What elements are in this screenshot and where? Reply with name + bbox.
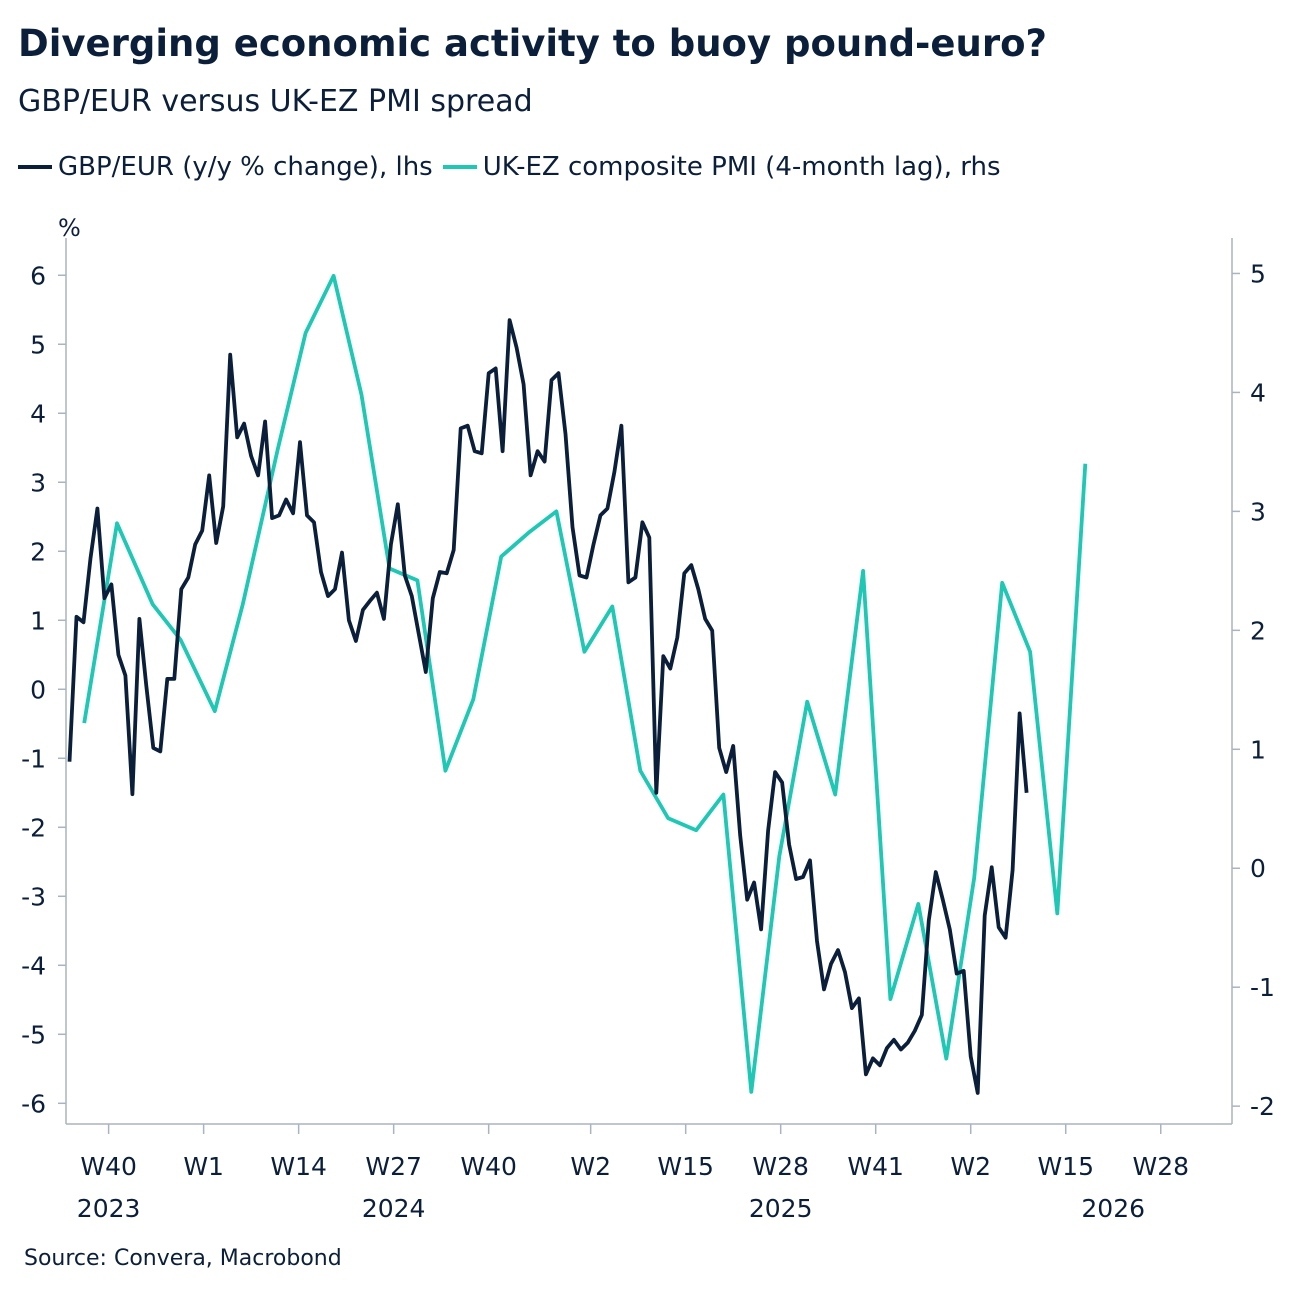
x-tick-label: W1 — [183, 1152, 224, 1181]
chart-title: Diverging economic activity to buoy poun… — [18, 22, 1047, 65]
legend-label-gbp-eur: GBP/EUR (y/y % change), lhs — [58, 152, 433, 182]
x-tick-label: W2 — [570, 1152, 611, 1181]
right-tick-label: 4 — [1250, 378, 1266, 407]
left-tick-label: 3 — [30, 468, 46, 497]
left-tick-label: -4 — [21, 951, 46, 980]
legend-label-pmi-spread: UK-EZ composite PMI (4-month lag), rhs — [482, 152, 1001, 182]
legend-item-gbp-eur[interactable]: GBP/EUR (y/y % change), lhs — [18, 152, 433, 182]
source-note: Source: Convera, Macrobond — [24, 1246, 342, 1271]
left-tick-label: -5 — [21, 1020, 46, 1049]
series-pmi-spread — [82, 273, 1088, 1094]
x-tick-label: W41 — [847, 1152, 904, 1181]
left-tick-label: 5 — [30, 330, 46, 359]
right-tick-label: 1 — [1250, 735, 1266, 764]
right-tick-label: 5 — [1250, 259, 1266, 288]
x-year-label: 2025 — [749, 1194, 813, 1223]
x-tick-label: W15 — [657, 1152, 714, 1181]
right-tick-label: 0 — [1250, 854, 1266, 883]
x-tick-label: W27 — [365, 1152, 422, 1181]
legend-item-pmi-spread[interactable]: UK-EZ composite PMI (4-month lag), rhs — [442, 152, 1001, 182]
left-tick-label: 4 — [30, 399, 46, 428]
x-tick-label: W28 — [752, 1152, 809, 1181]
left-tick-label: 6 — [30, 261, 46, 290]
axes: 6 5 4 3 2 1 0 -1 -2 -3 -4 -5 -6 5 4 3 2 1 0 -1 -2 W40 W1 W14 W27… — [21, 238, 1275, 1223]
left-axis-unit: % — [58, 214, 81, 242]
left-tick-label: -1 — [21, 744, 46, 773]
left-tick-label: 0 — [30, 675, 46, 704]
right-tick-label: -1 — [1250, 973, 1275, 1002]
right-tick-label: -2 — [1250, 1092, 1275, 1121]
left-tick-label: -6 — [21, 1089, 46, 1118]
x-year-label: 2024 — [362, 1194, 426, 1223]
series-gbp-eur — [67, 318, 1029, 1095]
series-line-pmi-spread — [82, 273, 1088, 1094]
x-year-label: 2023 — [77, 1194, 141, 1223]
legend-swatch-gbp-eur — [18, 165, 52, 169]
left-tick-label: -2 — [21, 813, 46, 842]
x-tick-label: W15 — [1037, 1152, 1094, 1181]
series-line-gbp-eur — [67, 318, 1029, 1095]
x-tick-label: W2 — [950, 1152, 991, 1181]
legend-swatch-pmi-spread — [442, 165, 477, 169]
x-tick-label: W28 — [1132, 1152, 1189, 1181]
chart-subtitle: GBP/EUR versus UK-EZ PMI spread — [18, 84, 533, 119]
x-tick-label: W14 — [270, 1152, 327, 1181]
x-tick-label: W40 — [80, 1152, 137, 1181]
right-tick-label: 3 — [1250, 497, 1266, 526]
x-tick-label: W40 — [460, 1152, 517, 1181]
right-tick-label: 2 — [1250, 616, 1266, 645]
left-tick-label: 1 — [30, 606, 46, 635]
left-tick-label: 2 — [30, 537, 46, 566]
x-year-label: 2026 — [1081, 1194, 1145, 1223]
left-tick-label: -3 — [21, 882, 46, 911]
legend: GBP/EUR (y/y % change), lhs UK-EZ compos… — [18, 152, 1011, 182]
